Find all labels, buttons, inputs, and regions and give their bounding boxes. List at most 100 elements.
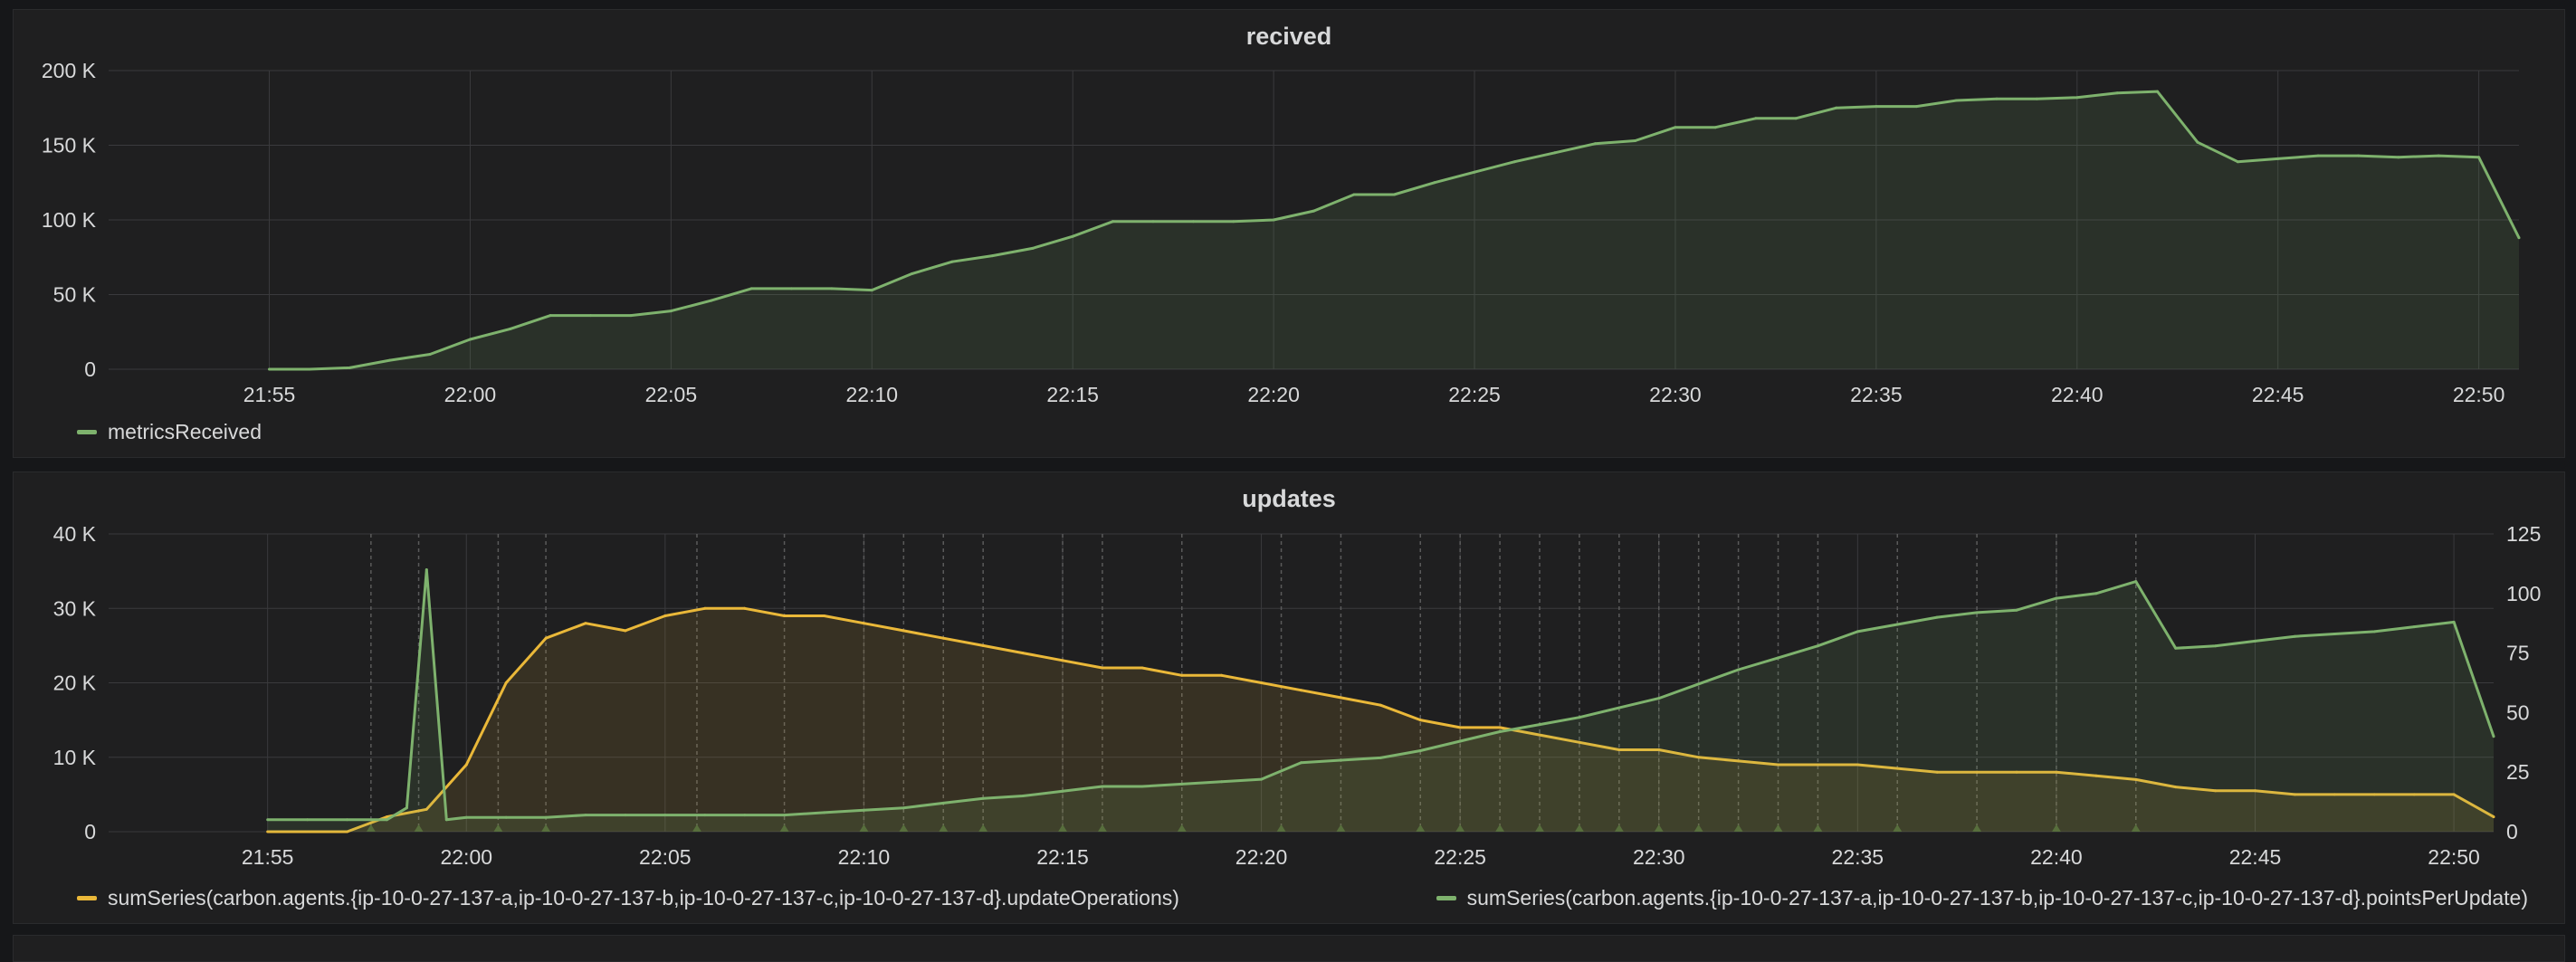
y-tick-label-right: 125 <box>2506 522 2541 546</box>
legend-item-update-operations[interactable]: sumSeries(carbon.agents.{ip-10-0-27-137-… <box>77 886 1179 910</box>
legend-item-points-per-update[interactable]: sumSeries(carbon.agents.{ip-10-0-27-137-… <box>1436 886 2528 910</box>
legend-swatch <box>77 430 97 434</box>
x-tick-label: 22:05 <box>639 845 692 869</box>
data-point: 22:42: 7000 <box>2134 777 2138 781</box>
legend-swatch <box>77 896 97 900</box>
x-tick-label: 22:30 <box>1633 845 1685 869</box>
data-point: 22:09: 8 <box>823 811 825 814</box>
data-point: 22:09: 29000 <box>823 614 825 617</box>
data-point: 22:34: 78 <box>1816 644 1819 648</box>
legend-swatch <box>1436 896 1456 900</box>
data-point: 22:34: 9000 <box>1816 763 1819 767</box>
data-point: 22:32: 9500 <box>1737 759 1741 763</box>
data-point: 22:48: 84 <box>2372 630 2376 633</box>
annotation-marker <box>1893 824 1903 832</box>
series-area-0 <box>267 608 2495 832</box>
data-point: 22:42: 105 <box>2134 580 2138 584</box>
data-point: 22:26: 139000 <box>1512 160 1516 164</box>
x-tick-label: 22:15 <box>1036 845 1089 869</box>
data-point: 21:55: 0 <box>268 367 271 371</box>
data-point: 22:14: 81000 <box>1031 246 1035 250</box>
y-tick-label: 10 K <box>53 746 97 769</box>
data-point: 22:18: 99000 <box>1191 220 1195 224</box>
data-point: 22:43: 77 <box>2174 646 2178 650</box>
annotation-marker <box>1058 824 1067 832</box>
data-point: 22:08: 54000 <box>790 287 793 291</box>
data-point: 22:25: 14000 <box>1458 726 1462 729</box>
data-point: 22:08: 7 <box>783 814 787 817</box>
x-tick-label: 22:00 <box>444 383 497 406</box>
data-point: 22:16: 99000 <box>1111 220 1115 224</box>
panel-title[interactable]: recived <box>1245 23 1332 50</box>
data-point: 22:41: 100 <box>2094 592 2098 595</box>
data-point: 22:19: 21000 <box>1220 673 1224 677</box>
data-point: 21:56: 5 <box>306 818 310 822</box>
updates-panel: updates 0 10 K 20 K 30 K 40 K 0 25 50 75 100 125 21… <box>13 471 2565 924</box>
panel-title[interactable]: updates <box>1242 485 1336 512</box>
data-point: 21:55: 0 <box>266 830 270 833</box>
data-point: 22:50: 142000 <box>2477 156 2481 159</box>
y-tick-label-right: 0 <box>2506 820 2518 843</box>
data-point: 22:38: 181000 <box>1995 97 1999 100</box>
x-tick-label: 22:15 <box>1046 383 1099 406</box>
y-tick-label: 0 <box>84 820 96 843</box>
data-point: 22:08: 29000 <box>783 614 787 617</box>
data-point: 22:05: 39000 <box>669 310 673 313</box>
legend-label: sumSeries(carbon.agents.{ip-10-0-27-137-… <box>1466 886 2528 910</box>
data-point: 22:01: 6 <box>504 815 508 819</box>
annotation-marker <box>978 824 988 832</box>
x-tick-label: 21:55 <box>243 383 296 406</box>
data-point: 22:12: 72000 <box>950 260 954 263</box>
y-tick-label-right: 100 <box>2506 582 2541 605</box>
data-point: 21:58: 6000 <box>388 358 392 362</box>
annotation-marker <box>1574 824 1584 832</box>
data-point: 21:57: 1000 <box>348 366 351 369</box>
received-chart[interactable]: 0 50 K 100 K 150 K 200 K 21:55 22:00 22:05 22:10… <box>14 10 2566 459</box>
data-point: 22:51: 88000 <box>2517 236 2521 240</box>
annotation-marker <box>859 824 869 832</box>
data-point: 22:25: 38 <box>1458 739 1462 743</box>
received-panel: recived 0 50 K 100 K 150 K 200 K 21:55 22:00 22… <box>13 9 2565 458</box>
updates-chart[interactable]: 0 10 K 20 K 30 K 40 K 0 25 50 75 100 125 21:55 22:00… <box>14 472 2566 925</box>
data-point: 22:13: 25000 <box>981 643 985 647</box>
legend-item-metrics-received[interactable]: metricsReceived <box>77 420 262 444</box>
data-point: 22:50: 5000 <box>2452 793 2456 796</box>
y-tick-label: 0 <box>84 357 96 381</box>
data-point: 22:26: 42 <box>1498 730 1502 733</box>
data-point: 22:33: 73 <box>1777 656 1779 660</box>
data-point: 22:14: 15 <box>1021 795 1025 797</box>
x-tick-label: 22:05 <box>645 383 698 406</box>
data-point: 22:17: 22000 <box>1140 666 1144 670</box>
data-point: 22:45: 5500 <box>2254 789 2256 793</box>
data-point: 22:17: 99000 <box>1151 220 1155 224</box>
data-point: 22:39: 93 <box>2015 608 2018 612</box>
data-point: 22:29: 52 <box>1617 706 1621 710</box>
data-point: 22:05: 7 <box>663 814 667 817</box>
data-point: 22:47: 143000 <box>2357 154 2360 157</box>
data-point: 22:29: 153000 <box>1634 139 1637 142</box>
data-point: 22:44: 5500 <box>2214 789 2218 793</box>
x-tick-label: 22:45 <box>2229 845 2282 869</box>
data-point: 22:16: 22000 <box>1101 666 1104 670</box>
data-point: 22:20: 22 <box>1260 777 1264 781</box>
annotation-marker <box>1535 824 1544 832</box>
data-point: 22:37: 180000 <box>1955 99 1959 102</box>
data-point: 22:22: 30 <box>1339 758 1342 762</box>
data-point: 22:42: 186000 <box>2156 90 2159 93</box>
data-point: 22:00: 20000 <box>468 338 472 341</box>
data-point: 22:04: 27000 <box>624 629 627 633</box>
data-point: 22:11: 64000 <box>911 271 914 275</box>
data-point: 22:48: 142000 <box>2397 156 2400 159</box>
data-point: 22:46: 143000 <box>2316 154 2320 157</box>
annotation-marker <box>939 824 949 832</box>
data-point: 22:23: 31 <box>1379 756 1382 759</box>
data-point: 21:59: 3000 <box>425 807 428 811</box>
data-point: 22:22: 18000 <box>1339 696 1342 700</box>
x-tick-label: 22:10 <box>846 383 899 406</box>
annotation-marker <box>493 824 503 832</box>
data-point: 22:35: 84 <box>1856 630 1859 633</box>
y-tick-label-right: 50 <box>2506 700 2530 724</box>
data-point: 21:56: 0 <box>306 830 310 833</box>
data-point: 22:19: 99000 <box>1232 220 1236 224</box>
data-point: 22:21: 106000 <box>1312 209 1315 213</box>
